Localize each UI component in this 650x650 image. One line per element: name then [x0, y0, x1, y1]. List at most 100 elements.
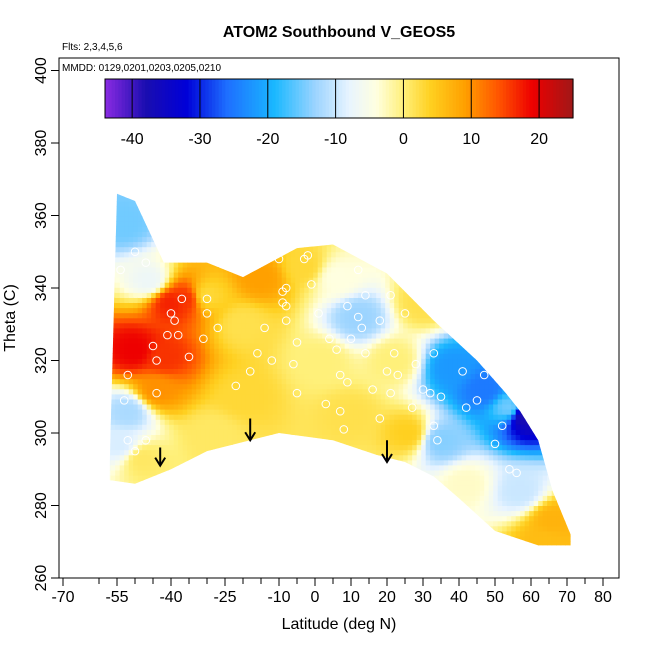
heatmap-cell	[133, 404, 139, 410]
heatmap-cell	[254, 307, 260, 314]
heatmap-cell	[169, 444, 175, 451]
heatmap-cell	[313, 348, 319, 354]
heatmap-cell	[128, 302, 134, 309]
heatmap-cell	[358, 373, 364, 380]
heatmap-cell	[155, 317, 161, 324]
heatmap-cell	[340, 373, 346, 380]
heatmap-cell	[133, 429, 139, 435]
heatmap-cell	[367, 398, 373, 405]
heatmap-cell	[286, 363, 292, 369]
heatmap-cell	[326, 287, 332, 293]
heatmap-cell	[182, 256, 188, 263]
heatmap-cell	[223, 480, 229, 486]
heatmap-cell	[290, 317, 296, 324]
heatmap-cell	[223, 261, 229, 268]
heatmap-cell	[367, 277, 373, 283]
heatmap-cell	[272, 378, 278, 385]
heatmap-cell	[344, 404, 350, 410]
heatmap-cell	[137, 312, 143, 319]
heatmap-cell	[322, 536, 328, 542]
heatmap-cell	[128, 398, 134, 405]
heatmap-cell	[385, 353, 391, 359]
heatmap-cell	[245, 444, 251, 451]
heatmap-cell	[353, 373, 359, 380]
heatmap-cell	[160, 195, 166, 202]
heatmap-cell	[124, 515, 130, 522]
heatmap-cell	[394, 383, 400, 390]
heatmap-cell	[272, 449, 278, 456]
heatmap-cell	[362, 338, 368, 344]
heatmap-cell	[362, 409, 368, 415]
heatmap-cell	[137, 206, 143, 212]
heatmap-cell	[191, 541, 197, 546]
heatmap-cell	[367, 444, 373, 451]
heatmap-cell	[250, 530, 256, 537]
heatmap-cell	[146, 500, 152, 506]
heatmap-cell	[263, 241, 269, 248]
heatmap-cell	[371, 246, 377, 253]
heatmap-cell	[304, 338, 310, 344]
heatmap-cell	[115, 525, 121, 532]
heatmap-cell	[245, 520, 251, 527]
heatmap-cell	[272, 322, 278, 329]
heatmap-cell	[111, 551, 116, 557]
heatmap-cell	[277, 373, 283, 380]
heatmap-cell	[133, 246, 139, 253]
heatmap-cell	[281, 193, 287, 197]
heatmap-cell	[173, 206, 179, 212]
heatmap-cell	[349, 267, 355, 273]
heatmap-cell	[299, 510, 305, 517]
heatmap-cell	[290, 302, 296, 309]
heatmap-cell	[290, 312, 296, 319]
heatmap-cell	[358, 195, 364, 202]
heatmap-cell	[335, 429, 341, 435]
heatmap-cell	[363, 186, 368, 192]
heatmap-cell	[142, 201, 148, 207]
heatmap-cell	[164, 429, 170, 435]
heatmap-cell	[196, 287, 202, 293]
heatmap-cell	[304, 393, 310, 400]
colorbar-segment	[228, 79, 233, 118]
heatmap-cell	[119, 236, 125, 243]
heatmap-cell	[322, 383, 328, 390]
heatmap-cell	[295, 510, 301, 517]
heatmap-cell	[250, 536, 256, 542]
heatmap-cell	[142, 251, 148, 258]
heatmap-cell	[277, 449, 283, 456]
heatmap-cell	[191, 353, 197, 359]
heatmap-cell	[277, 444, 283, 451]
heatmap-cell	[250, 348, 256, 354]
heatmap-cell	[389, 226, 395, 232]
heatmap-cell	[147, 546, 152, 552]
heatmap-cell	[232, 424, 238, 430]
heatmap-cell	[277, 419, 283, 425]
heatmap-cell	[200, 333, 206, 339]
heatmap-cell	[254, 287, 260, 293]
heatmap-cell	[178, 414, 184, 420]
heatmap-cell	[344, 282, 350, 288]
heatmap-cell	[146, 459, 152, 466]
heatmap-cell	[326, 454, 332, 461]
heatmap-cell	[299, 327, 305, 334]
heatmap-cell	[313, 186, 318, 192]
heatmap-cell	[313, 338, 319, 344]
heatmap-cell	[142, 195, 148, 202]
heatmap-cell	[304, 505, 310, 512]
heatmap-cell	[281, 363, 287, 369]
heatmap-cell	[358, 398, 364, 405]
heatmap-cell	[196, 246, 202, 253]
heatmap-cell	[191, 302, 197, 309]
heatmap-cell	[160, 444, 166, 451]
heatmap-cell	[232, 505, 238, 512]
heatmap-cell	[115, 485, 121, 491]
heatmap-cell	[236, 485, 242, 491]
heatmap-cell	[196, 464, 202, 471]
heatmap-cell	[371, 525, 377, 532]
heatmap-cell	[110, 282, 116, 288]
heatmap-cell	[124, 500, 130, 506]
heatmap-cell	[232, 520, 238, 527]
heatmap-cell	[349, 363, 355, 369]
heatmap-cell	[272, 393, 278, 400]
heatmap-cell	[385, 251, 391, 258]
heatmap-cell	[151, 409, 157, 415]
